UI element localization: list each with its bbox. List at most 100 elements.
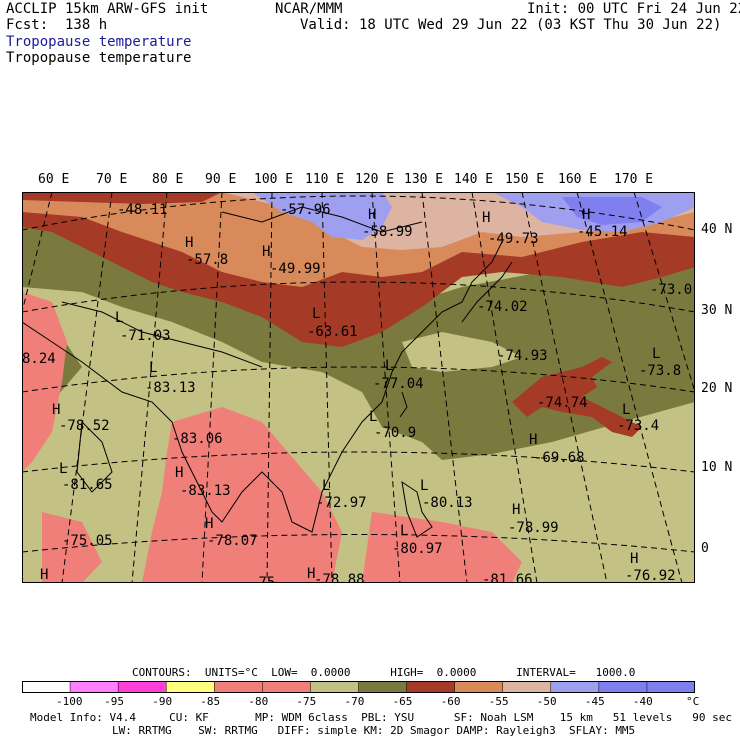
color-scale-tick-label: -55 bbox=[488, 695, 509, 708]
map-label: -83.13 bbox=[145, 380, 196, 396]
map-label: H bbox=[582, 207, 590, 223]
map-label: -73.0 bbox=[650, 282, 692, 298]
map-label: -49.99 bbox=[270, 261, 321, 277]
meridian-100e bbox=[266, 192, 273, 583]
field-fill-blue bbox=[562, 197, 662, 225]
map-label: -76.92 bbox=[625, 568, 676, 583]
lat-label-10n: 10 N bbox=[701, 460, 733, 475]
parallel-0 bbox=[22, 534, 695, 553]
color-scale-bin bbox=[22, 681, 71, 693]
meridian-140e bbox=[471, 192, 538, 583]
field-fill-salmon-west bbox=[22, 292, 67, 472]
map-label: -81.65 bbox=[62, 477, 113, 493]
color-scale-tick-label: -90 bbox=[152, 695, 173, 708]
map-label: -75 bbox=[250, 575, 275, 583]
map-label: -78.99 bbox=[508, 520, 559, 536]
map-label: -83.06 bbox=[172, 431, 223, 447]
lon-label-110e: 110 E bbox=[305, 172, 345, 187]
meridian-110e bbox=[321, 192, 333, 583]
map-label: -78.07 bbox=[207, 533, 258, 549]
lon-label-90e: 90 E bbox=[205, 172, 237, 187]
map-label: -81.66 bbox=[482, 572, 533, 583]
lon-label-70e: 70 E bbox=[96, 172, 128, 187]
color-scale-bin bbox=[214, 681, 264, 693]
color-scale-bin bbox=[454, 681, 504, 693]
map-label: -73.4 bbox=[617, 418, 659, 434]
color-scale-tick-label: -80 bbox=[248, 695, 269, 708]
map-label: -83.13 bbox=[180, 483, 231, 499]
map-label: L bbox=[149, 360, 157, 376]
map-label: L bbox=[622, 402, 630, 418]
map-label: -57.8 bbox=[186, 252, 228, 268]
map-label: -74.02 bbox=[477, 299, 528, 315]
map-label: -74.74 bbox=[537, 395, 588, 411]
map-label: -49.73 bbox=[488, 231, 539, 247]
map-label: -71.03 bbox=[120, 328, 171, 344]
color-scale-tick-label: -70 bbox=[344, 695, 365, 708]
header-organization: NCAR/MMM bbox=[275, 1, 343, 17]
map-label: -80.97 bbox=[392, 541, 443, 557]
lon-label-60e: 60 E bbox=[38, 172, 70, 187]
map-label: -78.88 bbox=[314, 572, 365, 583]
map-label: -80.13 bbox=[422, 495, 473, 511]
map-label: H bbox=[185, 235, 193, 251]
map-label: -58.99 bbox=[362, 224, 413, 240]
map-label: -73.8 bbox=[639, 363, 681, 379]
lon-label-130e: 130 E bbox=[404, 172, 444, 187]
header-title: ACCLIP 15km ARW-GFS init bbox=[6, 1, 209, 17]
header-init-time: Init: 00 UTC Fri 24 Jun 22 bbox=[527, 1, 740, 17]
meridian-150e bbox=[521, 192, 608, 583]
map-frame bbox=[22, 192, 695, 583]
meridian-70e bbox=[61, 192, 113, 583]
map-label: H bbox=[512, 502, 520, 518]
map-label: H bbox=[482, 210, 490, 226]
map-label: H bbox=[40, 567, 48, 583]
color-scale-tick-label: -100 bbox=[56, 695, 83, 708]
color-scale-bin bbox=[165, 681, 216, 693]
map-label: -63.61 bbox=[307, 324, 358, 340]
lon-label-80e: 80 E bbox=[152, 172, 184, 187]
map-label: -74.93 bbox=[497, 348, 548, 364]
color-scale-bin bbox=[550, 681, 600, 693]
field-fill-lavender-1 bbox=[252, 192, 392, 240]
coastline-asia bbox=[22, 241, 503, 533]
parallel-10n bbox=[22, 451, 695, 473]
header-valid-time: Valid: 18 UTC Wed 29 Jun 22 (03 KST Thu … bbox=[300, 17, 722, 33]
map-label: -72.97 bbox=[316, 495, 367, 511]
map-label: L bbox=[652, 346, 660, 362]
header-forecast-hour: Fcst: 138 h bbox=[6, 17, 108, 33]
color-scale-bin bbox=[598, 681, 648, 693]
map-label: -48.11 bbox=[117, 202, 168, 218]
lon-label-140e: 140 E bbox=[454, 172, 494, 187]
map-label: H bbox=[368, 207, 376, 223]
lon-label-150e: 150 E bbox=[505, 172, 545, 187]
coastline-india bbox=[76, 420, 113, 493]
map-label: L bbox=[385, 358, 393, 374]
color-scale-tick-label: -65 bbox=[392, 695, 413, 708]
lon-label-160e: 160 E bbox=[558, 172, 598, 187]
lat-label-20n: 20 N bbox=[701, 381, 733, 396]
map-label: H bbox=[307, 566, 315, 582]
color-scale-bin bbox=[358, 681, 408, 693]
map-label: L bbox=[420, 478, 428, 494]
contours-info: CONTOURS: UNITS=°C LOW= 0.0000 HIGH= 0.0… bbox=[132, 666, 636, 679]
map-label: 8.24 bbox=[22, 351, 56, 367]
color-scale-bin bbox=[69, 681, 119, 693]
map-label: H bbox=[262, 244, 270, 260]
map-label: L bbox=[400, 523, 408, 539]
map-label: -70.9 bbox=[374, 425, 416, 441]
map-label: -77.04 bbox=[373, 376, 424, 392]
map-label: -69.68 bbox=[534, 450, 585, 466]
color-scale-bin bbox=[310, 681, 360, 693]
map-label: H bbox=[529, 432, 537, 448]
map-label: H bbox=[52, 402, 60, 418]
coastline-japan bbox=[461, 261, 513, 323]
map-label: -75.05 bbox=[62, 533, 113, 549]
lon-label-120e: 120 E bbox=[355, 172, 395, 187]
color-scale-tick-label: -60 bbox=[440, 695, 461, 708]
color-scale-bar bbox=[22, 681, 695, 693]
field-fill-redbrown-top bbox=[22, 192, 222, 204]
meridian-120e bbox=[371, 192, 401, 583]
model-info-line-2: LW: RRTMG SW: RRTMG DIFF: simple KM: 2D … bbox=[112, 724, 636, 737]
meridian-170e bbox=[633, 192, 695, 393]
